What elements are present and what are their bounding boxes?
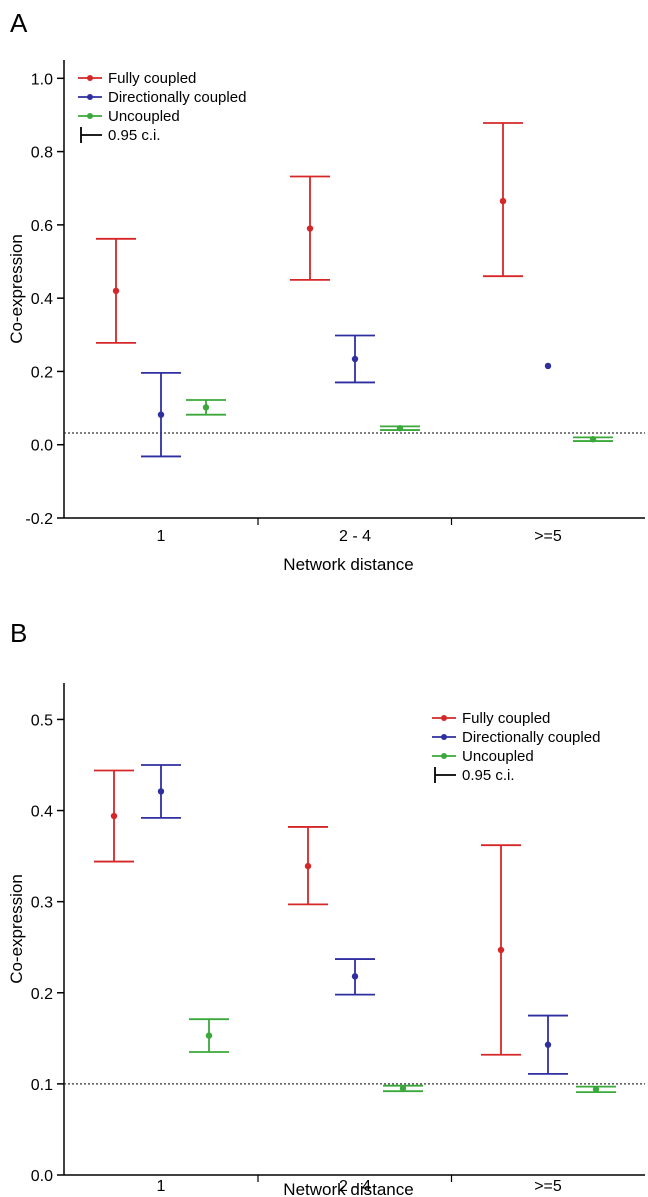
panel-b-legend-marker [441,753,447,759]
panel-b-legend-label: Fully coupled [462,710,550,727]
panel-letter-b: B [10,618,28,648]
panel-a-data-point [396,425,404,432]
panel-b-x-tick-label: >=5 [534,1178,562,1195]
panel-a-y-tick-label: 0.6 [31,218,53,235]
panel-a-data-point [306,225,314,232]
panel-a-y-tick-label: -0.2 [25,511,53,528]
panel-a-legend-marker [87,94,93,100]
panel-a-legend-ci-label: 0.95 c.i. [108,127,161,144]
panel-a-data-point [157,411,165,418]
panel-a-y-tick-label: 0.4 [31,291,53,308]
panel-a-legend-label: Directionally coupled [108,89,246,106]
panel-b-y-tick-label: 0.2 [31,986,53,1003]
chart-panel-a: -0.2 0.0 0.2 0.4 0.6 0.8 1.0 1 2 - 4 >=5 Network d… [7,60,645,574]
panel-a-y-tick-label: 1.0 [31,71,53,88]
panel-a-data-point [351,355,359,363]
panel-a-y-tick-label: 0.0 [31,438,53,455]
panel-b-legend-ci-label: 0.95 c.i. [462,767,515,784]
panel-b-data-point [157,788,165,795]
panel-a-x-axis-title: Network distance [283,555,413,574]
panel-b-y-tick-label: 0.5 [31,712,53,729]
panel-a-data-point [499,197,507,205]
panel-b-legend-marker [441,734,447,740]
panel-b-legend-marker [441,715,447,721]
panel-a-x-tick-label: 1 [157,528,166,545]
panel-b-x-axis-title: Network distance [283,1180,413,1197]
panel-b-y-tick-label: 0.0 [31,1168,53,1185]
panel-a-y-axis-title: Co-expression [7,234,26,344]
panel-a-x-tick-label: 2 - 4 [339,528,371,545]
panel-b-legend-label: Directionally coupled [462,729,600,746]
panel-a-data-point [589,436,597,443]
panel-b-y-tick-label: 0.4 [31,804,53,821]
panel-b-y-tick-label: 0.3 [31,895,53,912]
panel-b-y-tick-label: 0.1 [31,1077,53,1094]
panel-b-data-point [592,1086,600,1093]
panel-a-legend-label: Uncoupled [108,108,180,125]
panel-a-data-point [544,362,552,370]
panel-b-data-point [544,1041,552,1048]
panel-a-legend-marker [87,75,93,81]
panel-b-data-point [110,812,118,820]
panel-b-x-tick-label: 1 [157,1178,166,1195]
panel-b-data-point [351,973,359,980]
panel-b-data-point [304,862,312,870]
panel-a-legend-marker [87,113,93,119]
panel-letter-a: A [10,8,28,38]
panel-a-y-tick-label: 0.8 [31,145,53,162]
panel-a-legend-label: Fully coupled [108,70,196,87]
panel-b-y-axis-title: Co-expression [7,874,26,984]
panel-b-legend-label: Uncoupled [462,748,534,765]
panel-b-data-point [399,1085,407,1092]
panel-b-x-tick-label: 2 - 4 [339,1178,371,1195]
panel-b-data-point [497,946,505,954]
panel-a-y-tick-label: 0.2 [31,364,53,381]
panel-a-data-point [112,287,120,295]
panel-a-data-point [202,404,210,411]
panel-b-data-point [205,1032,213,1039]
panel-a-x-tick-label: >=5 [534,528,562,545]
